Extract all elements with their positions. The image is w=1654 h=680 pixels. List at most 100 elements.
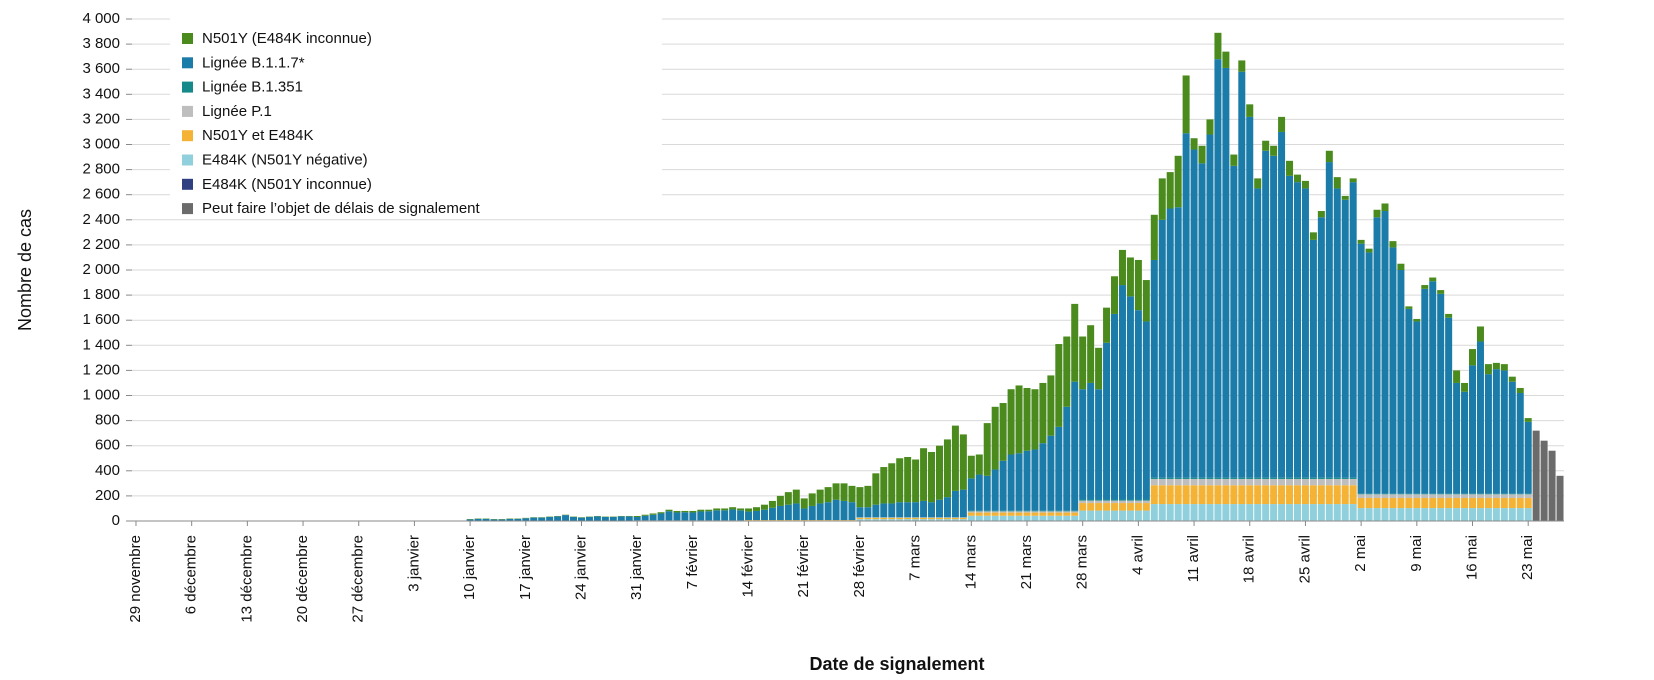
- x-tick-label: 7 février: [684, 535, 701, 589]
- bar-segment: [665, 511, 673, 521]
- bar-segment: [1254, 504, 1262, 521]
- x-tick-label: 14 février: [740, 535, 757, 598]
- bar-segment: [991, 406, 999, 470]
- bar-segment: [1071, 511, 1079, 513]
- bar-segment: [1111, 313, 1119, 500]
- bar-segment: [904, 517, 912, 520]
- bar-segment: [1445, 498, 1453, 509]
- bar-segment: [1476, 326, 1484, 342]
- bar-segment: [1508, 376, 1516, 382]
- bar-segment: [967, 512, 975, 516]
- bar-segment: [1134, 500, 1142, 504]
- bar-segment: [1063, 406, 1071, 511]
- bar-segment: [1516, 387, 1524, 393]
- bar-segment: [800, 498, 808, 509]
- bar-segment: [1492, 508, 1500, 521]
- bar-segment: [1230, 485, 1238, 505]
- bar-segment: [1142, 499, 1150, 501]
- bar-segment: [999, 515, 1007, 521]
- bar-segment: [1103, 499, 1111, 501]
- bar-segment: [1421, 498, 1429, 509]
- bar-segment: [665, 509, 673, 512]
- bar-segment: [1373, 494, 1381, 499]
- bar-segment: [1214, 59, 1222, 478]
- bar-segment: [1238, 60, 1246, 72]
- bar-segment: [1198, 145, 1206, 164]
- bar-segment: [1413, 498, 1421, 509]
- bar-segment: [1421, 494, 1429, 499]
- x-tick-label: 2 mai: [1352, 535, 1369, 572]
- bar-segment: [983, 475, 991, 511]
- bar-segment: [848, 502, 856, 520]
- bar-segment: [585, 516, 593, 521]
- bar-segment: [888, 517, 896, 520]
- bar-segment: [1246, 104, 1254, 117]
- bar-segment: [896, 519, 904, 521]
- y-tick-label: 2 800: [82, 161, 120, 178]
- bar-segment: [1198, 504, 1206, 521]
- bar-segment: [1286, 504, 1294, 521]
- bar-segment: [1429, 281, 1437, 494]
- bar-segment: [1389, 241, 1397, 248]
- bar-segment: [1023, 387, 1031, 451]
- x-tick-label: 24 janvier: [572, 535, 589, 600]
- bar-segment: [1015, 515, 1023, 521]
- bar-segment: [1405, 508, 1413, 521]
- bar-segment: [1365, 493, 1373, 495]
- bar-segment: [1405, 498, 1413, 509]
- bar-segment: [1254, 178, 1262, 189]
- x-tick-label: 11 avril: [1185, 535, 1202, 582]
- bar-segment: [1365, 252, 1373, 494]
- bar-segment: [943, 497, 951, 518]
- bar-segment: [1262, 485, 1270, 505]
- legend-swatch: [182, 33, 193, 44]
- bar-segment: [1301, 485, 1309, 505]
- bar-segment: [1397, 493, 1405, 495]
- bar-segment: [1238, 71, 1246, 478]
- bar-segment: [1317, 217, 1325, 478]
- bar-segment: [967, 478, 975, 511]
- bar-segment: [1293, 174, 1301, 183]
- bar-segment: [1397, 263, 1405, 270]
- bar-segment: [1373, 508, 1381, 521]
- bar-segment: [1063, 512, 1071, 516]
- bar-segment: [1166, 208, 1174, 478]
- bar-segment: [1126, 257, 1134, 297]
- bar-segment: [1262, 477, 1270, 479]
- x-tick-label: 31 janvier: [628, 535, 645, 600]
- bar-segment: [1469, 508, 1477, 521]
- bar-segment: [1126, 500, 1134, 504]
- bar-segment: [1373, 498, 1381, 509]
- bar-segment: [1238, 504, 1246, 521]
- bar-segment: [1071, 512, 1079, 516]
- bar-segment: [864, 517, 872, 520]
- bar-segment: [1230, 477, 1238, 479]
- bar-segment: [1373, 217, 1381, 494]
- bar-segment: [1325, 162, 1333, 478]
- bar-segment: [1389, 494, 1397, 499]
- bar-segment: [1293, 477, 1301, 479]
- bar-segment: [1023, 515, 1031, 521]
- bar-segment: [848, 485, 856, 503]
- legend-swatch: [182, 57, 193, 69]
- bar-segment: [896, 517, 904, 520]
- x-tick-label: 16 mai: [1463, 535, 1480, 580]
- bar-segment: [1278, 485, 1286, 505]
- bar-segment: [1103, 510, 1111, 521]
- legend-label: Lignée P.1: [202, 103, 272, 120]
- bar-segment: [1015, 385, 1023, 454]
- bar-segment: [991, 512, 999, 516]
- x-tick-label: 4 avril: [1129, 535, 1146, 575]
- bar-segment: [991, 511, 999, 513]
- bar-segment: [1278, 477, 1286, 479]
- bar-segment: [1039, 382, 1047, 444]
- bar-segment: [641, 515, 649, 521]
- bar-segment: [1516, 493, 1524, 495]
- bar-segment: [1476, 508, 1484, 521]
- bar-segment: [1445, 508, 1453, 521]
- bar-segment: [1500, 498, 1508, 509]
- bar-segment: [1071, 515, 1079, 521]
- bar-segment: [554, 516, 562, 521]
- bar-segment: [1461, 382, 1469, 392]
- bar-segment: [912, 517, 920, 520]
